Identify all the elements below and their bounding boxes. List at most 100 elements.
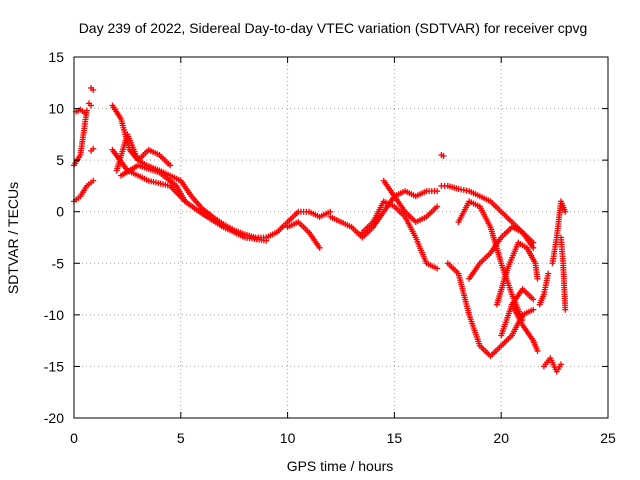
data-trail (446, 262, 460, 275)
data-trail (404, 189, 417, 199)
data-trail (183, 199, 204, 216)
series-e (85, 100, 95, 109)
data-trail (136, 148, 150, 162)
data-trail (361, 225, 375, 239)
series-i (113, 131, 174, 174)
data-trail (382, 199, 396, 209)
data-point (440, 153, 447, 160)
data-trail (517, 240, 528, 250)
x-tick-label: 0 (70, 430, 78, 446)
series-v (493, 239, 541, 308)
x-tick-labels: 0 5 10 15 20 25 (70, 430, 616, 446)
data-trail (531, 339, 540, 352)
data-trail (458, 186, 470, 194)
y-axis-label: SDTVAR / TECUs (5, 182, 21, 294)
x-tick-label: 20 (493, 430, 509, 446)
tick-marks (73, 56, 609, 419)
data-trail (308, 209, 321, 219)
data-trail (393, 189, 406, 199)
data-trail (371, 210, 386, 229)
data-trail (403, 210, 417, 224)
data-trail (85, 179, 95, 188)
data-trail (477, 205, 493, 229)
data-trail (558, 200, 568, 213)
data-trail (456, 200, 472, 223)
y-tick-label: -15 (44, 358, 64, 374)
data-trail (505, 241, 521, 270)
data-trail (520, 324, 535, 342)
series-k (263, 208, 334, 241)
y-tick-label: -20 (44, 410, 64, 426)
data-trail (286, 210, 300, 224)
data-trail (201, 211, 225, 229)
data-trail (558, 236, 566, 264)
x-tick-label: 5 (177, 430, 185, 446)
data-trail (350, 225, 364, 239)
data-trail (371, 200, 386, 223)
data-trail (489, 200, 503, 213)
series-a (71, 177, 97, 205)
x-axis-label: GPS time / hours (287, 458, 394, 474)
y-tick-label: 10 (48, 101, 64, 117)
data-trail (542, 357, 552, 368)
series-u (508, 301, 541, 354)
data-trail (275, 220, 289, 234)
data-trail (158, 171, 178, 188)
data-trail (524, 246, 538, 265)
data-trail (393, 205, 407, 219)
series-j (117, 162, 189, 205)
series-t (498, 286, 537, 339)
data-trail (77, 109, 90, 156)
data-trail (414, 189, 428, 199)
data-trail (222, 225, 246, 240)
data-trail (510, 288, 525, 306)
series-c (73, 106, 88, 116)
data-trail (147, 147, 161, 157)
data-trail (265, 230, 278, 240)
data-trail (110, 104, 123, 120)
series-w (536, 270, 552, 308)
data-trail (425, 261, 438, 271)
x-tick-label: 15 (387, 430, 403, 446)
data-trail (537, 293, 547, 306)
data-trail (414, 214, 428, 224)
series-n (359, 198, 441, 272)
y-tick-label: -10 (44, 307, 64, 323)
series-o (380, 177, 441, 226)
data-trail (456, 272, 472, 316)
data-trail (425, 205, 439, 219)
data-trail (441, 182, 448, 189)
data-trail (466, 314, 483, 347)
series-d (88, 84, 97, 94)
data-trail (511, 225, 524, 235)
data-trail (169, 173, 182, 183)
y-tick-label: 5 (56, 152, 64, 168)
data-trail (403, 215, 418, 239)
series-f (88, 145, 97, 154)
data-trail (286, 220, 300, 230)
x-tick-label: 25 (600, 430, 616, 446)
data-trail (555, 363, 563, 373)
series-r (466, 224, 537, 282)
data-trail (148, 178, 171, 189)
data-trail (521, 287, 535, 301)
data-trail (137, 158, 148, 168)
data-trail (190, 195, 204, 210)
data-trail (560, 262, 569, 311)
series-x (540, 355, 565, 375)
data-trail (532, 262, 541, 280)
data-trail (137, 163, 161, 175)
series-y (549, 198, 569, 267)
data-trail (494, 267, 510, 306)
data-trail (478, 344, 492, 358)
data-trail (72, 154, 83, 167)
plot-frame (73, 56, 609, 419)
y-tick-labels: -20 -15 -10 -5 0 5 10 15 (44, 49, 64, 426)
data-trail (211, 215, 225, 226)
data-trail (521, 307, 535, 317)
data-trail (297, 208, 310, 215)
y-tick-label: 0 (56, 204, 64, 220)
data-trail (468, 199, 481, 209)
data-trail (119, 163, 140, 178)
